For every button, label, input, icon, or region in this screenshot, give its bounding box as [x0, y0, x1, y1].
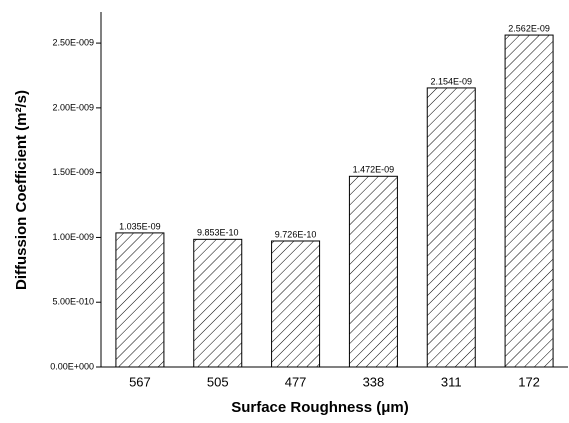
value-label: 2.562E-09 [508, 23, 550, 33]
y-tick-label: 1.00E-009 [52, 232, 94, 242]
bar [348, 175, 398, 368]
y-tick-label: 0.00E+000 [50, 361, 94, 371]
y-tick-label: 2.50E-009 [52, 37, 94, 47]
y-tick-label: 1.50E-009 [52, 167, 94, 177]
value-label: 2.154E-09 [430, 76, 472, 86]
x-tick-label: 477 [285, 374, 307, 389]
x-axis-title: Surface Roughness (μm) [231, 399, 409, 416]
bar [426, 87, 476, 368]
value-label: 9.853E-10 [197, 228, 239, 238]
x-tick-label: 311 [441, 374, 462, 389]
x-tick-label: 505 [207, 374, 229, 389]
x-tick-label: 567 [129, 374, 151, 389]
value-label: 1.472E-09 [353, 165, 395, 175]
y-tick-label: 5.00E-010 [52, 297, 94, 307]
bar [504, 34, 554, 368]
x-tick-label: 172 [518, 374, 540, 389]
y-axis-title: Diffussion Coefficient (m²/s) [13, 90, 30, 290]
y-tick-label: 2.00E-009 [52, 102, 94, 112]
x-tick-label: 338 [363, 374, 385, 389]
bar [193, 238, 243, 368]
bar [115, 232, 165, 368]
bar [271, 240, 321, 368]
value-label: 9.726E-10 [275, 229, 317, 239]
value-label: 1.035E-09 [119, 221, 161, 231]
